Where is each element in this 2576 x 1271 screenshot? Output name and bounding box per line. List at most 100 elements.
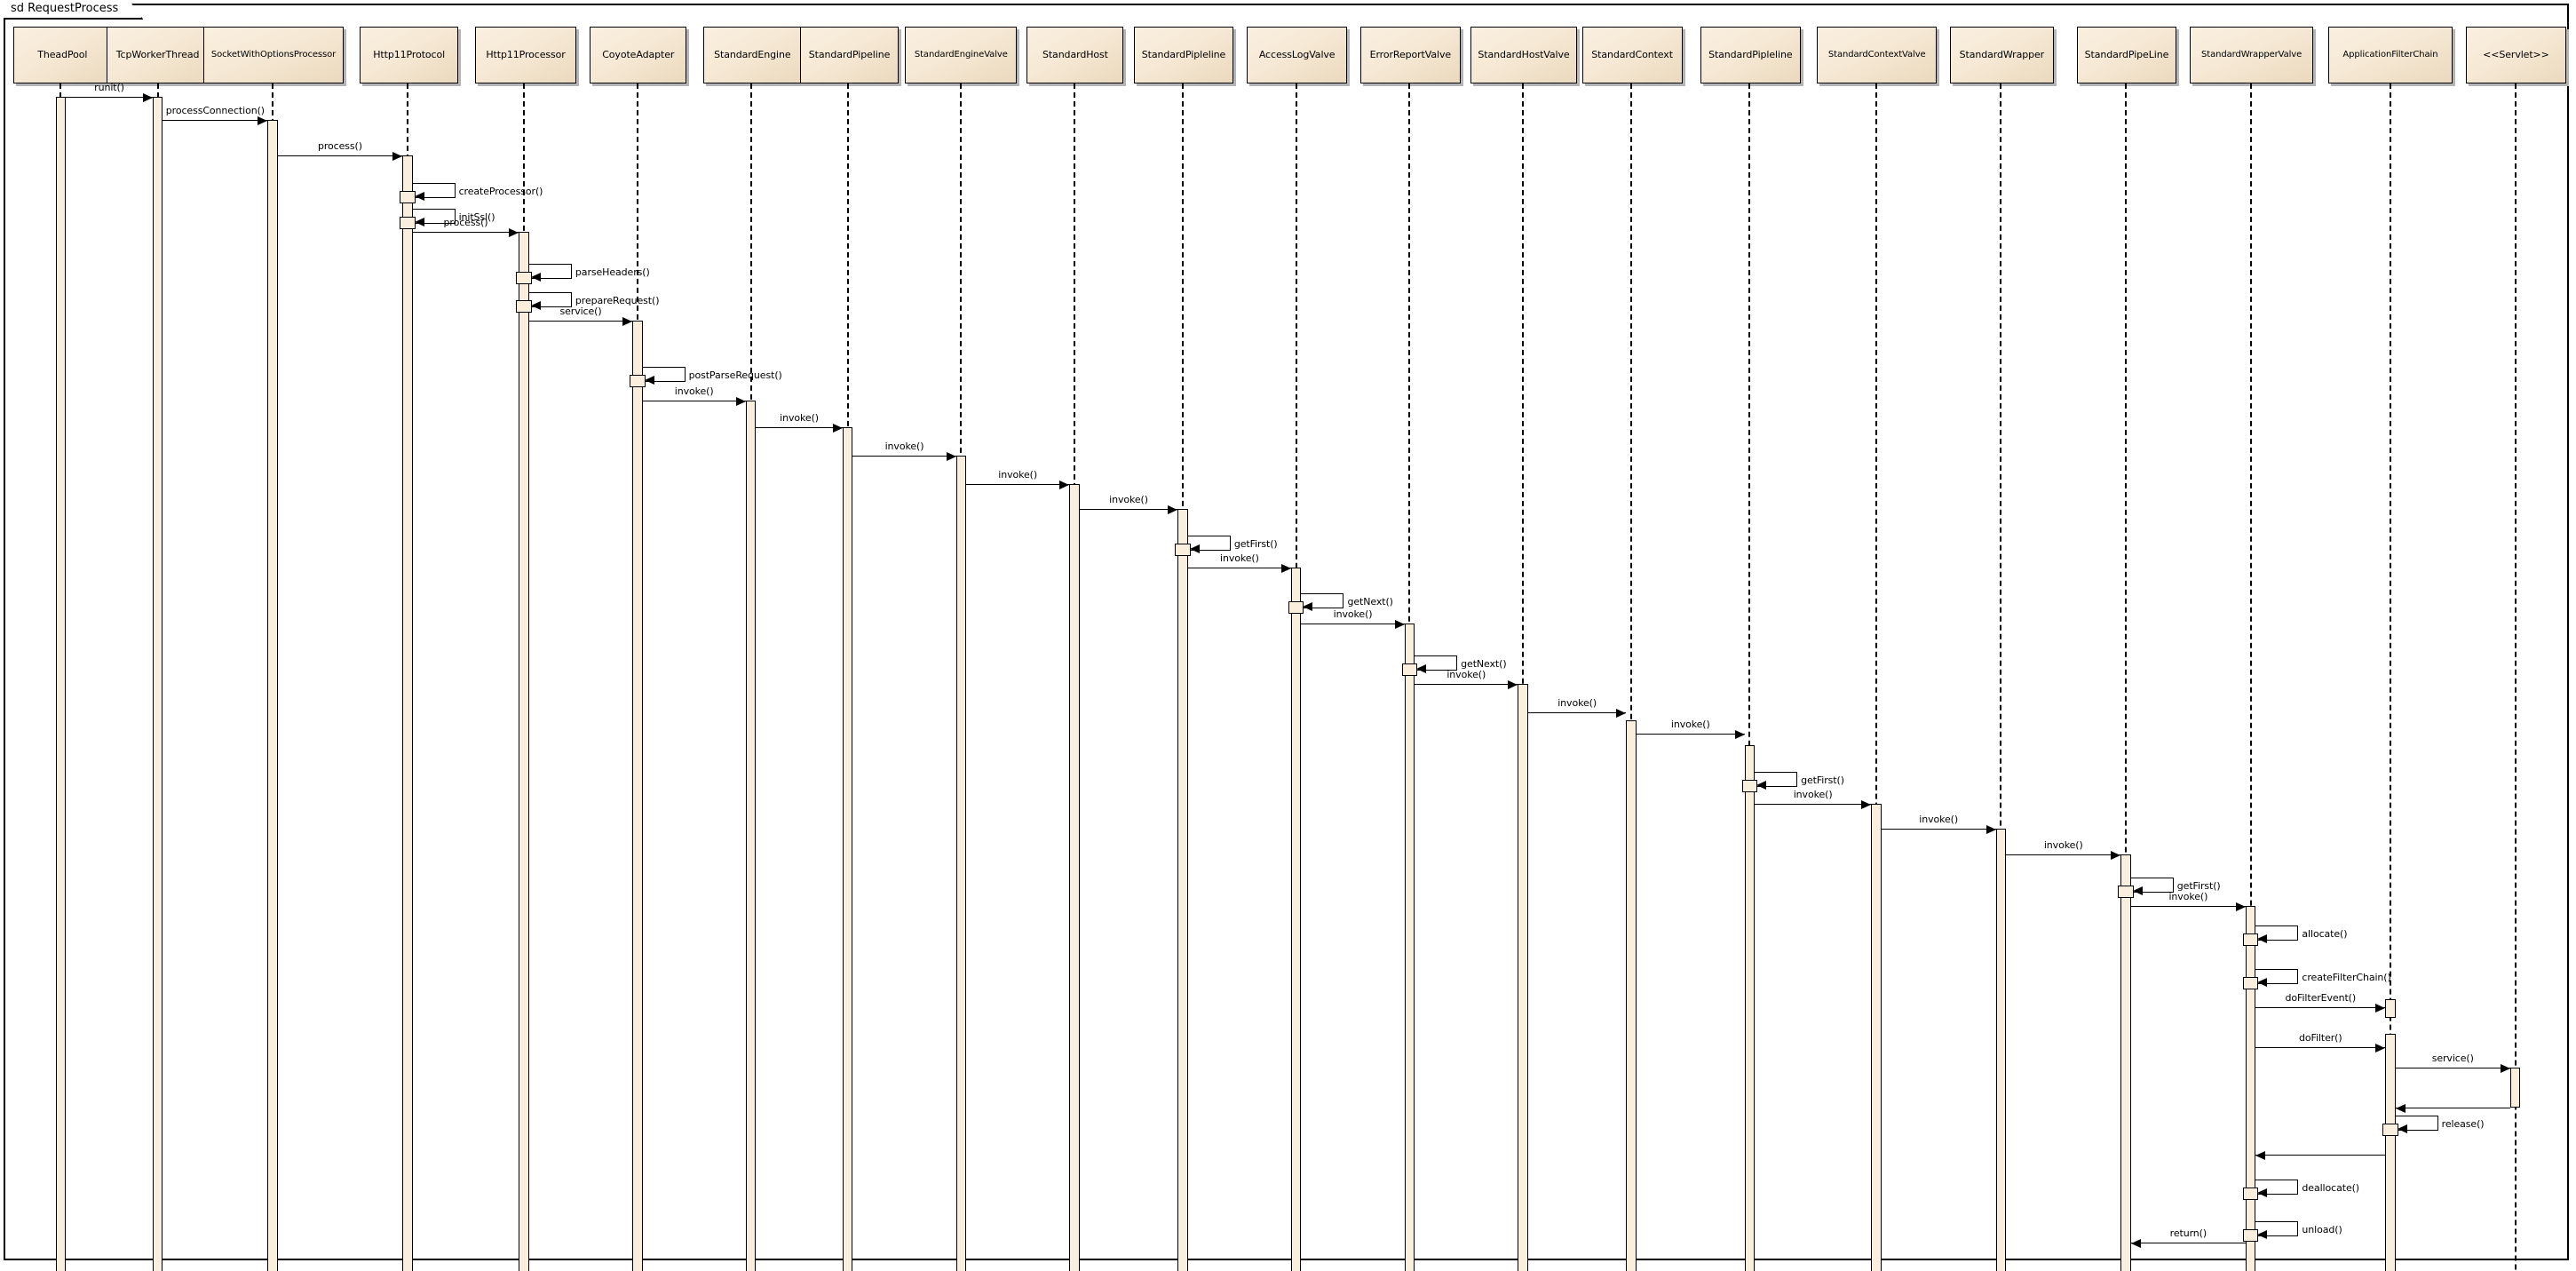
arrowhead-left-m37 xyxy=(2255,1150,2266,1160)
self-activation-m28 xyxy=(2118,885,2134,898)
activation-bar-threadpool xyxy=(55,96,67,1271)
self-activation-m05 xyxy=(400,216,416,229)
lifeline-head-standardwrappervalve[interactable]: StandardWrapperValve xyxy=(2190,27,2313,83)
lifeline-head-standardpipleline2[interactable]: StandardPipleline xyxy=(1700,27,1801,83)
arrowhead-left-m38 xyxy=(2257,1188,2268,1197)
message-line-m25 xyxy=(1755,804,1872,806)
lifeline-head-coyoteadapter[interactable]: CoyoteAdapter xyxy=(590,27,687,83)
message-label: invoke() xyxy=(1919,814,1959,826)
lifeline-label: ErrorReportValve xyxy=(1369,49,1452,61)
lifeline-label: StandardPipeline xyxy=(808,49,891,61)
activation-bar-standardengine xyxy=(745,400,757,1271)
arrowhead-left-m35 xyxy=(2395,1103,2406,1113)
message-line-m14 xyxy=(966,483,1070,485)
arrowhead-right-m27 xyxy=(2111,850,2121,860)
lifeline-head-standardcontextvalve[interactable]: StandardContextValve xyxy=(1817,27,1938,83)
arrowhead-right-m32 xyxy=(2375,1004,2386,1013)
arrowhead-right-m26 xyxy=(1986,825,1996,835)
activation-bar-standardwrapper xyxy=(1995,829,2007,1271)
lifeline-head-http11protocol[interactable]: Http11Protocol xyxy=(360,27,459,83)
lifeline-head-accesslogvalve[interactable]: AccessLogValve xyxy=(1247,27,1348,83)
message-line-m22 xyxy=(1527,711,1627,713)
lifeline-label: Http11Processor xyxy=(486,49,566,61)
self-activation-m10 xyxy=(630,375,646,388)
lifeline-head-socketprocessor[interactable]: SocketWithOptionsProcessor xyxy=(203,27,344,83)
lifeline-dash-servlet xyxy=(2514,83,2517,1271)
message-line-m26 xyxy=(1881,829,1996,830)
message-label: invoke() xyxy=(2043,838,2083,851)
lifeline-head-tcpworkerthread[interactable]: TcpWorkerThread xyxy=(107,27,209,83)
lifeline-label: ApplicationFilterChain xyxy=(2342,50,2438,60)
message-line-m21 xyxy=(1415,683,1518,685)
lifeline-dash-standardcontext xyxy=(1630,83,1633,1271)
activation-bar-coyoteadapter xyxy=(632,320,643,1271)
message-label: postParseRequest() xyxy=(688,369,782,382)
message-label: getFirst() xyxy=(1233,537,1278,550)
lifeline-head-standardcontext[interactable]: StandardContext xyxy=(1581,27,1683,83)
self-activation-m20 xyxy=(1401,663,1418,676)
message-label: parseHeaders() xyxy=(575,266,650,278)
message-line-m12 xyxy=(756,426,843,428)
activation-bar-standardpipleline1 xyxy=(1177,508,1188,1271)
lifeline-head-servlet[interactable]: <<Servlet>> xyxy=(2466,27,2566,83)
lifeline-label: StandardPipleline xyxy=(1708,49,1793,61)
message-line-m03 xyxy=(277,155,403,156)
message-label: prepareRequest() xyxy=(575,294,660,306)
self-activation-m16 xyxy=(1175,543,1191,556)
activation-bar-applicationfilterchain xyxy=(2385,998,2396,1018)
arrowhead-left-m04 xyxy=(414,192,424,202)
arrowhead-right-m15 xyxy=(1168,504,1178,514)
lifeline-head-applicationfilterchain[interactable]: ApplicationFilterChain xyxy=(2327,27,2453,83)
lifeline-label: StandardContextValve xyxy=(1827,50,1926,60)
lifeline-head-standardenginevalve[interactable]: StandardEngineValve xyxy=(905,27,1018,83)
message-label: unload() xyxy=(2302,1223,2342,1235)
arrowhead-left-m10 xyxy=(644,376,654,385)
self-activation-m30 xyxy=(2242,933,2259,947)
message-label: invoke() xyxy=(1793,789,1833,801)
message-label: deallocate() xyxy=(2302,1181,2359,1194)
lifeline-head-standardpipeline2[interactable]: StandardPipeLine xyxy=(2076,27,2177,83)
lifeline-head-http11processor[interactable]: Http11Processor xyxy=(474,27,577,83)
arrowhead-left-m18 xyxy=(1303,602,1313,612)
arrowhead-right-m11 xyxy=(735,396,746,406)
self-message-bracket-m31 xyxy=(2255,968,2299,984)
arrowhead-left-m30 xyxy=(2257,934,2268,944)
message-label: process() xyxy=(317,139,362,152)
message-label: invoke() xyxy=(1109,493,1148,505)
self-message-bracket-m20 xyxy=(1415,655,1458,671)
arrowhead-right-m02 xyxy=(258,116,268,126)
message-label: getNext() xyxy=(1347,596,1393,608)
lifeline-head-threadpool[interactable]: TheadPool xyxy=(12,27,112,83)
activation-bar-standardpipeline2 xyxy=(2120,854,2131,1271)
message-label: invoke() xyxy=(1447,668,1486,680)
lifeline-head-standardpipleline1[interactable]: StandardPipleline xyxy=(1133,27,1234,83)
lifeline-head-standardhost[interactable]: StandardHost xyxy=(1026,27,1124,83)
self-message-bracket-m10 xyxy=(642,367,686,383)
self-activation-m31 xyxy=(2242,976,2259,989)
lifeline-head-standardengine[interactable]: StandardEngine xyxy=(702,27,802,83)
message-label: invoke() xyxy=(674,385,714,397)
lifeline-head-standardwrapper[interactable]: StandardWrapper xyxy=(1950,27,2054,83)
lifeline-dash-standardpipleline2 xyxy=(1748,83,1751,1271)
arrowhead-right-m09 xyxy=(622,316,633,326)
lifeline-dash-applicationfilterchain xyxy=(2389,83,2391,1271)
lifeline-label: TcpWorkerThread xyxy=(115,49,200,61)
lifeline-head-errorreportvalve[interactable]: ErrorReportValve xyxy=(1359,27,1461,83)
activation-bar-standardhost xyxy=(1069,483,1080,1271)
arrowhead-left-m36 xyxy=(2397,1124,2407,1134)
message-label: createProcessor() xyxy=(458,186,543,198)
lifeline-head-standardhostvalve[interactable]: StandardHostValve xyxy=(1470,27,1578,83)
lifeline-dash-standardwrapper xyxy=(2000,83,2002,1271)
lifeline-label: TheadPool xyxy=(37,49,88,61)
lifeline-head-standardpipeline1[interactable]: StandardPipeline xyxy=(800,27,899,83)
message-label: return() xyxy=(2169,1227,2207,1240)
arrowhead-right-m01 xyxy=(142,92,153,102)
arrowhead-right-m33 xyxy=(2375,1044,2386,1053)
lifeline-label: StandardEngineValve xyxy=(914,50,1008,60)
arrowhead-right-m17 xyxy=(1281,563,1291,573)
message-label: processConnection() xyxy=(165,105,265,117)
activation-bar-standardpipeline1 xyxy=(842,426,853,1271)
lifeline-label: StandardWrapperValve xyxy=(2201,50,2303,60)
activation-bar-applicationfilterchain xyxy=(2385,1034,2396,1271)
message-label: invoke() xyxy=(1333,608,1373,621)
